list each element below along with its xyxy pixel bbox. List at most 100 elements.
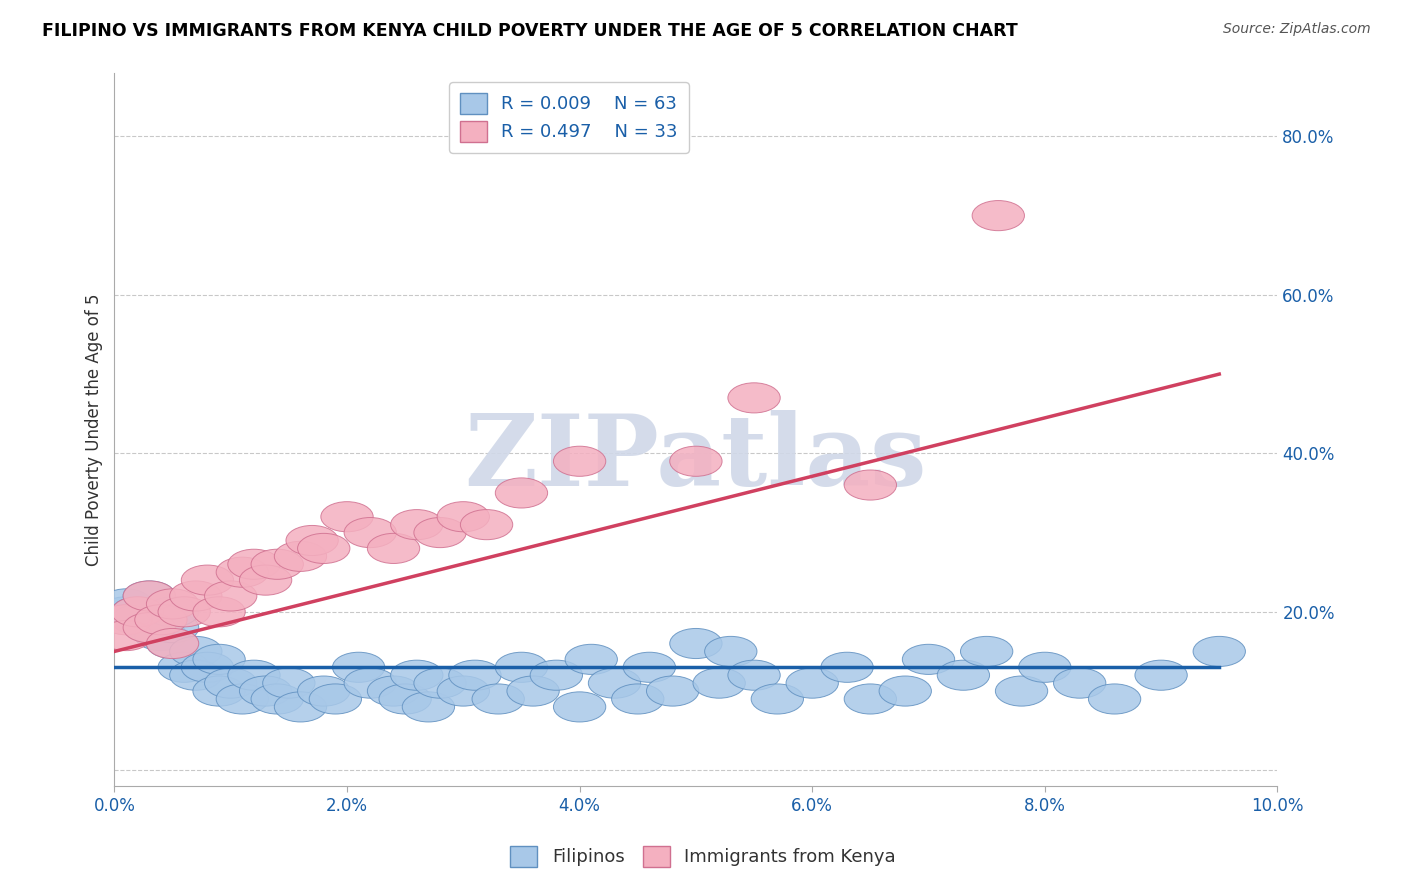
Ellipse shape [228, 660, 280, 690]
Ellipse shape [380, 684, 432, 714]
Ellipse shape [146, 629, 198, 658]
Ellipse shape [402, 692, 454, 722]
Ellipse shape [413, 517, 467, 548]
Ellipse shape [146, 613, 198, 643]
Ellipse shape [309, 684, 361, 714]
Ellipse shape [193, 597, 245, 627]
Ellipse shape [995, 676, 1047, 706]
Ellipse shape [844, 684, 897, 714]
Ellipse shape [495, 652, 547, 682]
Ellipse shape [217, 684, 269, 714]
Ellipse shape [100, 589, 152, 619]
Ellipse shape [252, 684, 304, 714]
Ellipse shape [554, 692, 606, 722]
Ellipse shape [367, 533, 420, 564]
Ellipse shape [1135, 660, 1187, 690]
Ellipse shape [146, 589, 198, 619]
Ellipse shape [344, 517, 396, 548]
Ellipse shape [332, 652, 385, 682]
Ellipse shape [100, 605, 152, 635]
Ellipse shape [239, 676, 292, 706]
Ellipse shape [100, 597, 152, 627]
Ellipse shape [751, 684, 803, 714]
Ellipse shape [344, 668, 396, 698]
Ellipse shape [460, 509, 513, 540]
Ellipse shape [274, 541, 326, 572]
Ellipse shape [170, 660, 222, 690]
Ellipse shape [960, 636, 1012, 666]
Ellipse shape [728, 383, 780, 413]
Ellipse shape [647, 676, 699, 706]
Ellipse shape [146, 597, 198, 627]
Ellipse shape [252, 549, 304, 579]
Ellipse shape [228, 549, 280, 579]
Ellipse shape [204, 668, 257, 698]
Ellipse shape [181, 652, 233, 682]
Ellipse shape [1018, 652, 1071, 682]
Ellipse shape [844, 470, 897, 500]
Ellipse shape [157, 597, 211, 627]
Ellipse shape [704, 636, 756, 666]
Ellipse shape [100, 621, 152, 650]
Ellipse shape [1088, 684, 1140, 714]
Y-axis label: Child Poverty Under the Age of 5: Child Poverty Under the Age of 5 [86, 293, 103, 566]
Ellipse shape [124, 581, 176, 611]
Ellipse shape [472, 684, 524, 714]
Ellipse shape [938, 660, 990, 690]
Ellipse shape [437, 501, 489, 532]
Ellipse shape [612, 684, 664, 714]
Ellipse shape [437, 676, 489, 706]
Ellipse shape [903, 644, 955, 674]
Ellipse shape [239, 565, 292, 595]
Ellipse shape [217, 558, 269, 587]
Ellipse shape [111, 597, 165, 627]
Ellipse shape [157, 652, 211, 682]
Text: ZIPatlas: ZIPatlas [464, 409, 927, 507]
Ellipse shape [321, 501, 373, 532]
Ellipse shape [972, 201, 1025, 231]
Ellipse shape [1194, 636, 1246, 666]
Ellipse shape [181, 565, 233, 595]
Ellipse shape [879, 676, 931, 706]
Ellipse shape [298, 533, 350, 564]
Ellipse shape [588, 668, 641, 698]
Ellipse shape [623, 652, 675, 682]
Ellipse shape [204, 581, 257, 611]
Ellipse shape [413, 668, 467, 698]
Ellipse shape [146, 629, 198, 658]
Ellipse shape [111, 605, 165, 635]
Ellipse shape [111, 597, 165, 627]
Ellipse shape [135, 605, 187, 635]
Ellipse shape [193, 676, 245, 706]
Text: FILIPINO VS IMMIGRANTS FROM KENYA CHILD POVERTY UNDER THE AGE OF 5 CORRELATION C: FILIPINO VS IMMIGRANTS FROM KENYA CHILD … [42, 22, 1018, 40]
Ellipse shape [124, 613, 176, 643]
Ellipse shape [669, 629, 723, 658]
Legend: Filipinos, Immigrants from Kenya: Filipinos, Immigrants from Kenya [503, 838, 903, 874]
Ellipse shape [391, 509, 443, 540]
Ellipse shape [693, 668, 745, 698]
Ellipse shape [495, 478, 547, 508]
Ellipse shape [285, 525, 339, 556]
Ellipse shape [274, 692, 326, 722]
Ellipse shape [565, 644, 617, 674]
Ellipse shape [554, 446, 606, 476]
Legend: R = 0.009    N = 63, R = 0.497    N = 33: R = 0.009 N = 63, R = 0.497 N = 33 [449, 82, 689, 153]
Ellipse shape [135, 621, 187, 650]
Ellipse shape [669, 446, 723, 476]
Ellipse shape [298, 676, 350, 706]
Ellipse shape [391, 660, 443, 690]
Ellipse shape [124, 581, 176, 611]
Ellipse shape [821, 652, 873, 682]
Ellipse shape [728, 660, 780, 690]
Ellipse shape [263, 668, 315, 698]
Ellipse shape [135, 605, 187, 635]
Ellipse shape [1053, 668, 1107, 698]
Ellipse shape [367, 676, 420, 706]
Ellipse shape [193, 644, 245, 674]
Ellipse shape [508, 676, 560, 706]
Ellipse shape [449, 660, 501, 690]
Text: Source: ZipAtlas.com: Source: ZipAtlas.com [1223, 22, 1371, 37]
Ellipse shape [124, 613, 176, 643]
Ellipse shape [786, 668, 838, 698]
Ellipse shape [170, 636, 222, 666]
